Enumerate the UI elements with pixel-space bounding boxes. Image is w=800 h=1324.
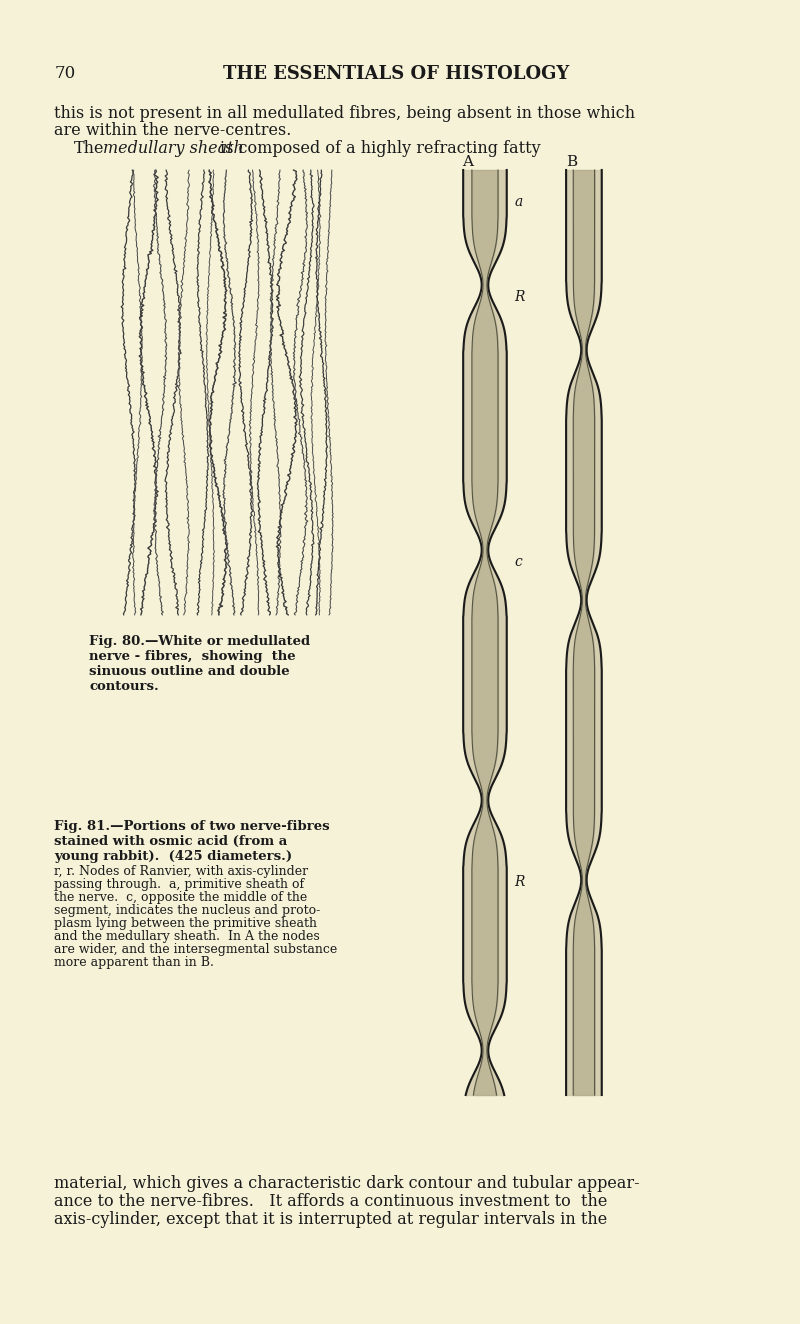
Text: The: The: [74, 140, 105, 158]
Text: medullary sheath: medullary sheath: [103, 140, 244, 158]
Text: more apparent than in B.: more apparent than in B.: [54, 956, 214, 969]
Text: and the medullary sheath.  In A the nodes: and the medullary sheath. In A the nodes: [54, 929, 320, 943]
Text: are wider, and the intersegmental substance: are wider, and the intersegmental substa…: [54, 943, 338, 956]
Text: R: R: [514, 290, 525, 305]
Text: are within the nerve-centres.: are within the nerve-centres.: [54, 122, 292, 139]
Text: is composed of a highly refracting fatty: is composed of a highly refracting fatty: [220, 140, 540, 158]
Text: R: R: [514, 875, 525, 888]
Text: contours.: contours.: [89, 681, 159, 692]
Text: Fig. 80.—White or medullated: Fig. 80.—White or medullated: [89, 636, 310, 647]
Text: ance to the nerve-fibres.   It affords a continuous investment to  the: ance to the nerve-fibres. It affords a c…: [54, 1193, 608, 1210]
Text: passing through.  a, primitive sheath of: passing through. a, primitive sheath of: [54, 878, 305, 891]
Text: a: a: [514, 195, 523, 209]
Text: this is not present in all medullated fibres, being absent in those which: this is not present in all medullated fi…: [54, 105, 635, 122]
Text: sinuous outline and double: sinuous outline and double: [89, 665, 290, 678]
Text: the nerve.  c, opposite the middle of the: the nerve. c, opposite the middle of the: [54, 891, 308, 904]
Text: 70: 70: [54, 65, 76, 82]
Text: material, which gives a characteristic dark contour and tubular appear-: material, which gives a characteristic d…: [54, 1174, 640, 1192]
Text: c: c: [514, 555, 522, 569]
Text: axis-cylinder, except that it is interrupted at regular intervals in the: axis-cylinder, except that it is interru…: [54, 1211, 608, 1227]
Text: A: A: [462, 155, 473, 169]
Text: plasm lying between the primitive sheath: plasm lying between the primitive sheath: [54, 918, 318, 929]
Text: THE ESSENTIALS OF HISTOLOGY: THE ESSENTIALS OF HISTOLOGY: [222, 65, 569, 83]
Text: Fig. 81.—Portions of two nerve-fibres: Fig. 81.—Portions of two nerve-fibres: [54, 820, 330, 833]
Text: stained with osmic acid (from a: stained with osmic acid (from a: [54, 835, 288, 847]
Text: segment, indicates the nucleus and proto-: segment, indicates the nucleus and proto…: [54, 904, 321, 918]
Text: B: B: [566, 155, 578, 169]
Text: r, r. Nodes of Ranvier, with axis-cylinder: r, r. Nodes of Ranvier, with axis-cylind…: [54, 865, 309, 878]
Text: nerve - fibres,  showing  the: nerve - fibres, showing the: [89, 650, 296, 663]
Text: young rabbit).  (425 diameters.): young rabbit). (425 diameters.): [54, 850, 293, 863]
